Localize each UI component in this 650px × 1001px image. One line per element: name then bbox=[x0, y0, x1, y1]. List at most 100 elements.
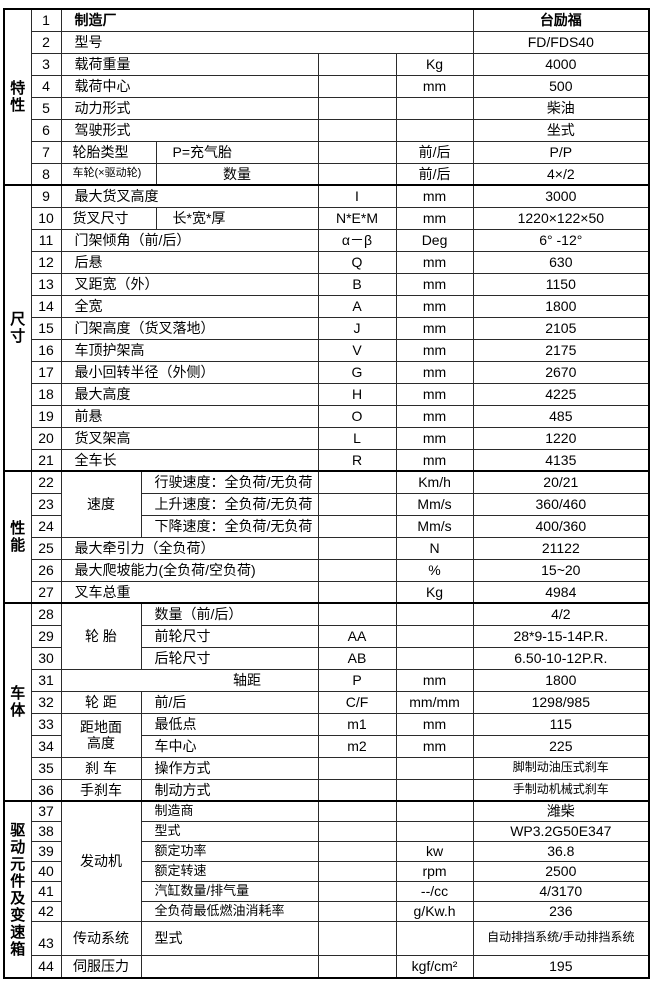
row-number: 3 bbox=[30, 52, 62, 76]
value: 1220 bbox=[472, 426, 650, 450]
unit: mm bbox=[395, 382, 474, 406]
param-sub: 前/后 bbox=[140, 690, 319, 714]
unit bbox=[395, 118, 474, 142]
value: 柴油 bbox=[472, 96, 650, 120]
symbol bbox=[317, 514, 397, 538]
row-number: 18 bbox=[30, 382, 62, 406]
value: 3000 bbox=[472, 184, 650, 208]
param-name: 货叉架高 bbox=[60, 426, 319, 450]
symbol bbox=[317, 954, 397, 979]
param-name: 前悬 bbox=[60, 404, 319, 428]
value: 360/460 bbox=[472, 492, 650, 516]
value: 6° -12° bbox=[472, 228, 650, 252]
value: 4135 bbox=[472, 448, 650, 472]
symbol: AB bbox=[317, 646, 397, 670]
symbol bbox=[317, 778, 397, 802]
value: 400/360 bbox=[472, 514, 650, 538]
param-name: 车顶护架高 bbox=[60, 338, 319, 362]
unit: mm bbox=[395, 668, 474, 692]
symbol: α－β bbox=[317, 228, 397, 252]
row-number: 28 bbox=[30, 602, 62, 626]
table-row: 33 距地面高度 最低点 m1 mm 115 bbox=[4, 712, 650, 758]
param-sub: 前轮尺寸 bbox=[140, 624, 319, 648]
unit: rpm bbox=[395, 860, 474, 882]
unit bbox=[395, 820, 474, 842]
category-label: 性能 bbox=[3, 470, 32, 604]
symbol: C/F bbox=[317, 690, 397, 714]
symbol bbox=[317, 52, 397, 76]
unit: mm bbox=[395, 712, 474, 736]
table-row: 5 动力形式 柴油 bbox=[4, 96, 650, 120]
row-number: 10 bbox=[30, 206, 62, 230]
table-row: 36 手刹车 制动方式 手制动机械式刹车 bbox=[4, 778, 650, 802]
value: 20/21 bbox=[472, 470, 650, 494]
symbol: P bbox=[317, 668, 397, 692]
param-name: 轮胎类型 bbox=[60, 140, 157, 164]
row-number: 38 bbox=[30, 820, 62, 842]
unit bbox=[395, 800, 474, 822]
table-row: 6 驾驶形式 坐式 bbox=[4, 118, 650, 142]
value: 4/2 bbox=[472, 602, 650, 626]
value: 1298/985 bbox=[472, 690, 650, 714]
param-name: 叉车总重 bbox=[60, 580, 319, 604]
param-name: 轮 距 bbox=[60, 690, 142, 714]
unit: mm bbox=[395, 250, 474, 274]
unit: Kg bbox=[395, 580, 474, 604]
table-row: 43 传动系统 型式 自动排挡系统/手动排挡系统 bbox=[4, 920, 650, 956]
unit: mm bbox=[395, 404, 474, 428]
param-sub: 型式 bbox=[140, 920, 319, 956]
row-number: 5 bbox=[30, 96, 62, 120]
unit: 前/后 bbox=[395, 162, 474, 186]
row-number: 35 bbox=[30, 756, 62, 780]
row-number: 42 bbox=[30, 900, 62, 922]
table-row: 21 全车长 R mm 4135 bbox=[4, 448, 650, 472]
param-name: 最大货叉高度 bbox=[60, 184, 319, 208]
symbol: Q bbox=[317, 250, 397, 274]
value: 115 bbox=[472, 712, 650, 736]
value: FD/FDS40 bbox=[472, 30, 650, 54]
value: 4984 bbox=[472, 580, 650, 604]
table-row: 性能 22 速度 行驶速度：全负荷/无负荷 Km/h 20/21 bbox=[3, 470, 650, 604]
value: 自动排挡系统/手动排挡系统 bbox=[472, 920, 650, 956]
symbol: H bbox=[317, 382, 397, 406]
table-row: 34 车中心 m2 mm 225 bbox=[4, 734, 650, 758]
symbol bbox=[317, 900, 397, 922]
table-row: 20 货叉架高 L mm 1220 bbox=[4, 426, 650, 450]
row-number: 33 bbox=[30, 712, 62, 736]
symbol: m1 bbox=[317, 712, 397, 736]
param-sub: 全负荷最低燃油消耗率 bbox=[140, 900, 319, 922]
value: 15~20 bbox=[472, 558, 650, 582]
value: 21122 bbox=[472, 536, 650, 560]
symbol bbox=[317, 840, 397, 862]
value: P/P bbox=[472, 140, 650, 164]
param-sub: 操作方式 bbox=[140, 756, 319, 780]
row-number: 23 bbox=[30, 492, 62, 516]
param-sub: 数量 bbox=[155, 162, 319, 186]
row-number: 32 bbox=[30, 690, 62, 714]
table-row: 32 轮 距 前/后 C/F mm/mm 1298/985 bbox=[4, 690, 650, 714]
param-sub: 行驶速度：全负荷/无负荷 bbox=[140, 470, 319, 494]
unit bbox=[395, 96, 474, 120]
param-name: 动力形式 bbox=[60, 96, 319, 120]
param-name: 传动系统 bbox=[60, 920, 142, 956]
table-row: 26 最大爬坡能力(全负荷/空负荷) % 15~20 bbox=[4, 558, 650, 582]
unit: --/cc bbox=[395, 880, 474, 902]
unit: mm bbox=[395, 294, 474, 318]
unit bbox=[395, 920, 474, 956]
unit: kgf/cm² bbox=[395, 954, 474, 979]
value: 195 bbox=[472, 954, 650, 979]
unit: N bbox=[395, 536, 474, 560]
unit: Km/h bbox=[395, 470, 474, 494]
unit: 前/后 bbox=[395, 140, 474, 164]
row-number: 7 bbox=[30, 140, 62, 164]
table-row: 15 门架高度（货叉落地） J mm 2105 bbox=[4, 316, 650, 340]
unit: mm bbox=[395, 74, 474, 98]
param-sub: 型式 bbox=[140, 820, 319, 842]
value: 脚制动油压式刹车 bbox=[472, 756, 650, 780]
symbol: R bbox=[317, 448, 397, 472]
param-sub: 汽缸数量/排气量 bbox=[140, 880, 319, 902]
param-name: 载荷中心 bbox=[60, 74, 319, 98]
unit bbox=[395, 646, 474, 670]
unit: mm bbox=[395, 272, 474, 296]
unit: mm bbox=[395, 360, 474, 384]
